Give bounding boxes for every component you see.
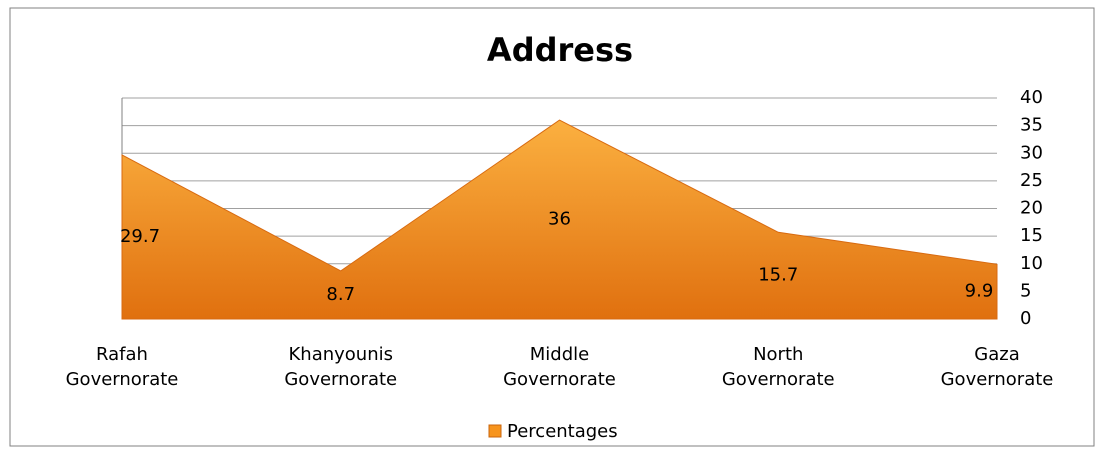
y-tick-label: 40: [1020, 87, 1043, 108]
y-tick-label: 20: [1020, 198, 1043, 219]
y-tick-label: 5: [1020, 280, 1031, 301]
x-tick-label: Gaza Governorate: [941, 344, 1054, 390]
legend-swatch: [488, 424, 502, 438]
legend-label: Percentages: [507, 421, 618, 442]
y-tick-label: 0: [1020, 308, 1031, 329]
data-label: 29.7: [120, 226, 160, 247]
y-tick-label: 35: [1020, 115, 1043, 136]
data-label: 8.7: [326, 284, 355, 305]
x-tick-label: Middle Governorate: [503, 344, 616, 390]
x-tick-label: Khanyounis Governorate: [284, 344, 397, 390]
area: [121, 119, 998, 320]
y-tick-label: 30: [1020, 142, 1043, 163]
x-tick-label: North Governorate: [722, 344, 835, 390]
data-label: 15.7: [758, 265, 798, 286]
data-label: 36: [548, 209, 571, 230]
chart-title: Address: [487, 31, 633, 69]
y-tick-label: 10: [1020, 253, 1043, 274]
data-label: 9.9: [965, 281, 994, 302]
x-tick-label: Rafah Governorate: [66, 344, 179, 390]
y-tick-label: 15: [1020, 225, 1043, 246]
y-tick-label: 25: [1020, 170, 1043, 191]
